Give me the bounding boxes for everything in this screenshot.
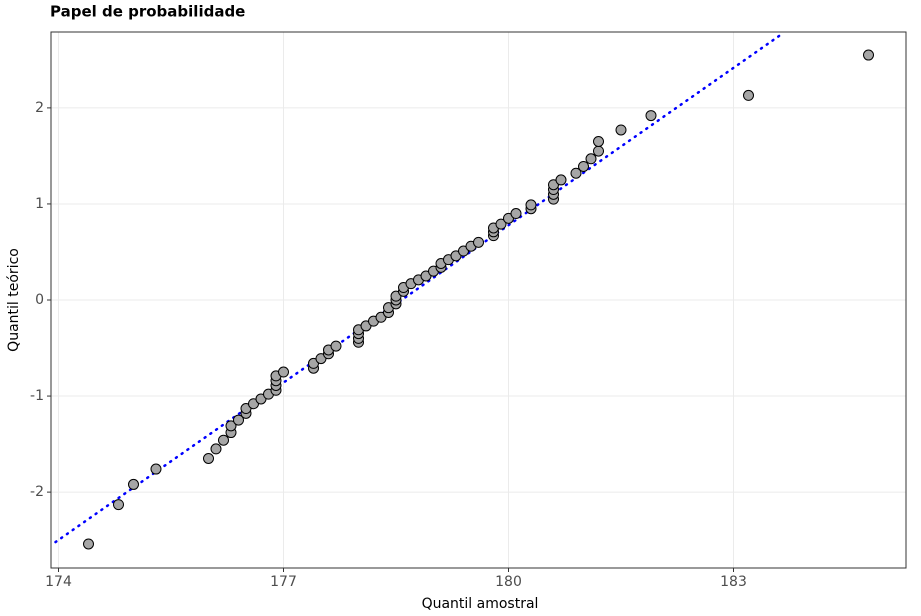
point — [525, 199, 537, 211]
point — [510, 208, 522, 220]
plot-border — [50, 31, 907, 569]
point — [150, 463, 162, 475]
point — [218, 434, 229, 446]
x-axis-label: Quantil amostral — [422, 596, 539, 612]
y-tick-label: -2 — [30, 484, 44, 500]
chart-title: Papel de probabilidade — [50, 3, 245, 21]
y-tick-label: 2 — [35, 100, 44, 116]
point — [233, 414, 244, 426]
point — [495, 218, 507, 230]
point — [203, 452, 214, 464]
point — [128, 478, 139, 490]
x-tick-label: 183 — [720, 574, 747, 590]
point — [555, 174, 567, 186]
point — [83, 538, 94, 550]
y-axis-label: Quantil teórico — [6, 248, 22, 352]
point — [743, 89, 754, 101]
point — [210, 443, 222, 455]
x-tick-label: 177 — [270, 574, 297, 590]
y-tick-label: 0 — [35, 292, 44, 308]
point — [278, 366, 289, 378]
y-tick-label: 1 — [35, 196, 44, 212]
point — [225, 420, 237, 432]
point — [330, 340, 342, 352]
point — [578, 160, 589, 172]
point — [585, 153, 597, 165]
point — [615, 124, 627, 136]
x-tick-label: 174 — [45, 574, 72, 590]
reference-line — [54, 34, 781, 544]
point — [593, 136, 604, 148]
x-tick-label: 180 — [495, 574, 522, 590]
point — [645, 110, 657, 122]
y-tick-label: -1 — [30, 388, 44, 404]
point — [113, 499, 124, 511]
point — [570, 167, 582, 179]
point — [593, 145, 604, 157]
point — [473, 236, 484, 248]
point — [863, 49, 874, 61]
